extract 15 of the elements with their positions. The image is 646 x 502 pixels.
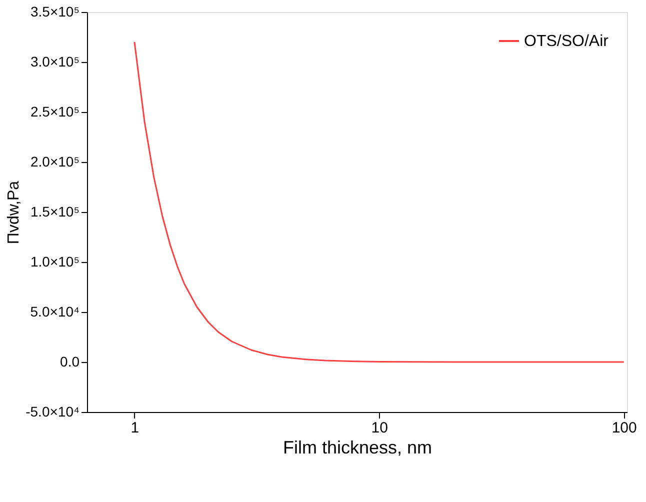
y-tick-label: 0.0: [60, 354, 80, 370]
y-tick-label: 5.0×10⁴: [30, 304, 80, 320]
x-tick-label: 1: [130, 420, 140, 436]
x-axis-title: Film thickness, nm: [282, 438, 432, 458]
x-tick-label: 100: [612, 420, 637, 436]
legend-label: OTS/SO/Air: [524, 33, 610, 50]
y-tick-label: -5.0×10⁴: [26, 404, 80, 420]
y-tick-label: 3.0×10⁵: [30, 54, 80, 70]
y-tick-label: 1.0×10⁵: [30, 254, 80, 270]
y-tick-label: 3.5×10⁵: [30, 4, 80, 20]
y-tick-label: 2.5×10⁵: [30, 104, 80, 120]
y-tick-label: 2.0×10⁵: [30, 154, 80, 170]
y-tick-label: 1.5×10⁵: [30, 204, 80, 220]
x-tick-label: 10: [371, 420, 388, 436]
y-axis-title: Πvdw,Pa: [6, 180, 23, 244]
